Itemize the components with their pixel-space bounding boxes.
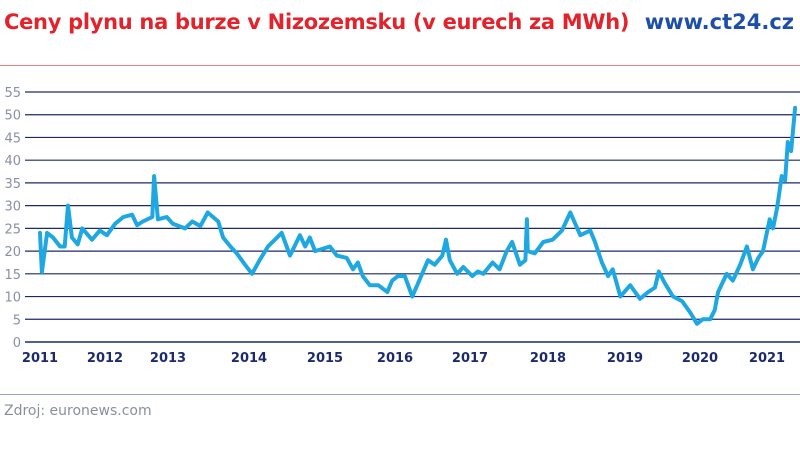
x-axis-ticks: 2011 2012 2013 2014 2015 2016 2017 2018 2019 2020… — [22, 351, 785, 366]
x-tick-label: 2019 — [607, 351, 643, 366]
y-axis-ticks: 0 5 10 15 20 25 30 35 40 45 50 55 — [4, 86, 21, 351]
chart-title: Ceny plynu na burze v Nizozemsku (v eure… — [4, 10, 630, 34]
x-tick-label: 2011 — [22, 351, 58, 366]
x-tick-label: 2013 — [150, 351, 186, 366]
y-tick-label: 25 — [4, 222, 21, 237]
x-tick-label: 2012 — [87, 351, 123, 366]
y-tick-label: 10 — [4, 291, 21, 306]
y-tick-label: 0 — [13, 336, 21, 351]
price-series-line — [38, 105, 798, 326]
y-tick-label: 35 — [4, 177, 21, 192]
y-tick-label: 15 — [4, 268, 21, 283]
x-tick-label: 2021 — [749, 351, 785, 366]
x-tick-label: 2020 — [682, 351, 718, 366]
x-tick-label: 2015 — [307, 351, 343, 366]
y-tick-label: 40 — [4, 154, 21, 169]
y-tick-label: 30 — [4, 200, 21, 215]
y-tick-label: 45 — [4, 131, 21, 146]
footer-divider — [0, 394, 800, 395]
source-note: Zdroj: euronews.com — [4, 403, 152, 419]
y-tick-label: 5 — [13, 313, 21, 328]
x-tick-label: 2014 — [231, 351, 267, 366]
y-tick-label: 55 — [4, 86, 21, 101]
y-tick-label: 20 — [4, 245, 21, 260]
y-tick-label: 50 — [4, 109, 21, 124]
header-divider — [0, 65, 800, 66]
x-tick-label: 2016 — [377, 351, 413, 366]
x-tick-label: 2017 — [452, 351, 488, 366]
x-tick-label: 2018 — [530, 351, 566, 366]
site-logo-text[interactable]: www.ct24.cz — [644, 10, 794, 34]
